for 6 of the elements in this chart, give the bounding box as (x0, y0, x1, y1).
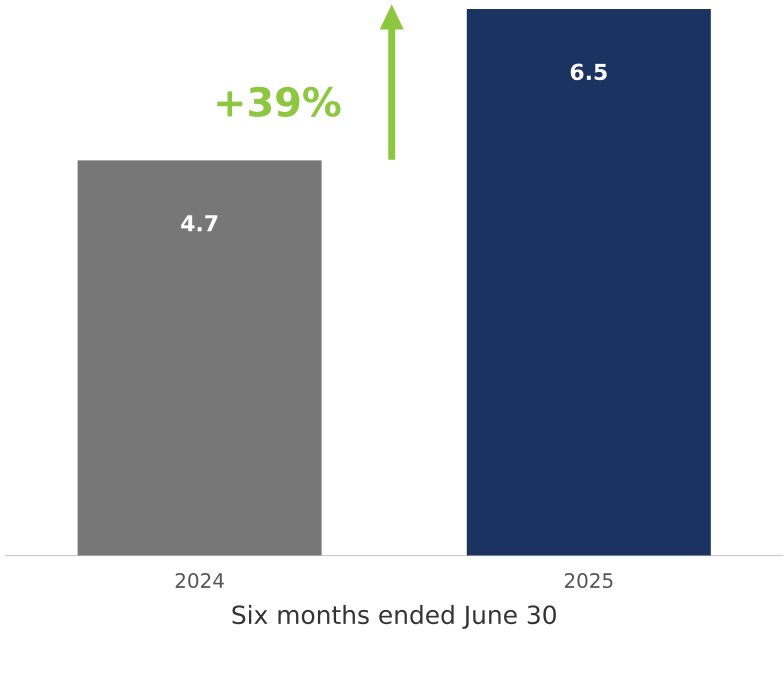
data-label: 4.7 (181, 215, 218, 232)
x-tick-label: 2025 (564, 572, 612, 588)
data-label: 6.5 (570, 63, 607, 80)
annotation: +39% (217, 86, 341, 117)
x-axis-title: Six months ended June 30 (232, 604, 556, 629)
x-tick-label: 2024 (176, 572, 224, 588)
